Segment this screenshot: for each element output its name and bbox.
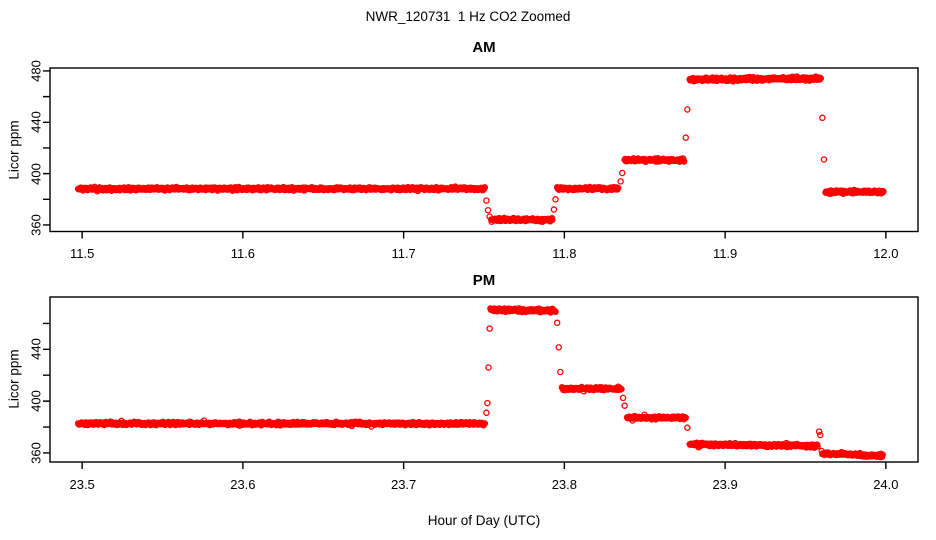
x-tick-label: 11.7 <box>391 246 416 261</box>
x-tick-label: 23.8 <box>551 476 578 492</box>
x-tick-label: 23.7 <box>390 476 417 492</box>
x-tick-label: 23.9 <box>712 476 738 492</box>
chart-title: NWR_120731 1 Hz CO2 Zoomed <box>365 9 571 24</box>
y-axis-label-am: Licor ppm <box>6 120 22 180</box>
panel-title-pm: PM <box>472 272 496 289</box>
x-tick-label: 12.0 <box>873 246 899 261</box>
y-tick-label: 360 <box>28 442 44 464</box>
panel-title-am: AM <box>472 39 496 56</box>
y-axis-label-pm: Licor ppm <box>6 349 22 409</box>
x-tick-label: 11.9 <box>712 246 738 261</box>
y-tick-label: 480 <box>28 60 44 82</box>
y-tick-label: 360 <box>28 214 44 236</box>
y-tick-label: 440 <box>28 338 44 361</box>
x-tick-label: 11.6 <box>230 246 256 261</box>
x-tick-label: 23.5 <box>69 476 95 492</box>
x-tick-label: 23.6 <box>230 476 256 492</box>
y-tick-label: 400 <box>28 390 44 412</box>
y-tick-label: 440 <box>28 111 44 134</box>
x-tick-label: 11.8 <box>552 246 577 261</box>
y-tick-label: 400 <box>28 162 44 185</box>
x-axis-label: Hour of Day (UTC) <box>427 513 541 528</box>
x-tick-label: 24.0 <box>873 476 899 492</box>
x-tick-label: 11.5 <box>69 246 95 261</box>
